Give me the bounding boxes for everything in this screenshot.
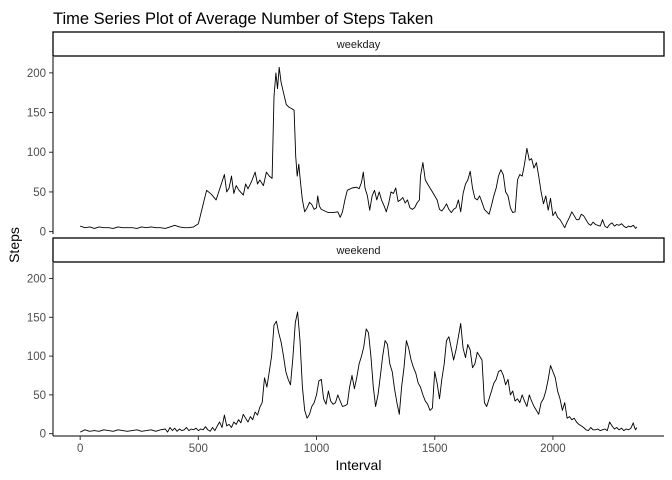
x-tick-label: 0 [77, 443, 83, 455]
x-axis-title: Interval [336, 457, 382, 473]
y-tick-label: 100 [27, 351, 46, 363]
y-tick-label: 0 [40, 429, 46, 441]
x-tick-label: 2000 [540, 443, 566, 455]
y-tick-label: 100 [27, 147, 46, 159]
panel-weekend: weekend 0 50 100 150 200 0 500 1000 1500 2000 [27, 237, 665, 455]
x-tick-label: 1500 [422, 443, 448, 455]
y-axis-weekend: 0 50 100 150 200 [27, 274, 53, 441]
y-tick-label: 200 [27, 274, 46, 286]
series-line-weekday [80, 66, 638, 229]
strip-weekday [52, 31, 665, 57]
y-tick-label: 50 [33, 187, 46, 199]
series-line-weekend [80, 311, 638, 433]
y-tick-label: 200 [27, 68, 46, 80]
x-axis: 0 500 1000 1500 2000 [77, 436, 566, 455]
strip-label-weekday: weekday [336, 39, 381, 51]
y-tick-label: 150 [27, 108, 46, 120]
y-tick-label: 50 [33, 390, 46, 402]
y-tick-label: 150 [27, 312, 46, 324]
strip-weekend [52, 237, 665, 263]
panel-weekday: weekday 0 50 100 150 200 [27, 31, 665, 239]
y-tick-label: 0 [40, 227, 46, 239]
y-axis-weekday: 0 50 100 150 200 [27, 68, 53, 239]
x-tick-label: 500 [189, 443, 208, 455]
strip-label-weekend: weekend [335, 245, 380, 257]
y-axis-title: Steps [6, 227, 22, 263]
x-tick-label: 1000 [304, 443, 330, 455]
chart-title: Time Series Plot of Average Number of St… [53, 10, 433, 28]
